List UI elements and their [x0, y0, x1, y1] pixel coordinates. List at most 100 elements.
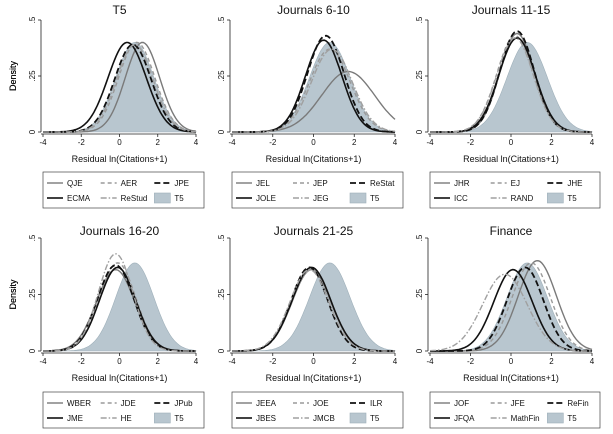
legend-entry: T5	[349, 192, 380, 204]
panel-title: Journals 21-25	[274, 224, 354, 238]
x-tick-label: -2	[269, 357, 277, 366]
series-line-JEP	[232, 48, 396, 133]
y-tick-label: .25	[28, 288, 37, 300]
panel-5: Journals 21-25 Density 0 .25 .5 -4 -2 0 2 4 Residu…	[8, 224, 404, 429]
legend-box	[42, 171, 205, 209]
legend-label: WBER	[67, 399, 91, 408]
legend-entry: ReFin	[547, 399, 589, 408]
series-line-RAND	[430, 37, 592, 133]
legend-box	[429, 391, 601, 429]
y-tick-label: .25	[217, 70, 226, 82]
shaded-area-T5	[43, 262, 197, 352]
legend-entry: WBER	[47, 399, 91, 408]
legend-label: ILR	[370, 399, 383, 408]
x-axis-label: Residual ln(Citations+1)	[463, 154, 559, 164]
legend-label: JOF	[454, 399, 469, 408]
legend-entry: JFQA	[434, 414, 475, 423]
legend-entry: QJE	[47, 179, 83, 188]
legend-label: JOE	[313, 399, 329, 408]
series-line-JPE	[43, 43, 197, 133]
legend-entry: JEP	[293, 179, 328, 188]
x-tick-label: 2	[352, 138, 357, 147]
legend-entry: JOE	[293, 399, 329, 408]
x-tick-label: 4	[590, 138, 595, 147]
series-line-JEG	[232, 48, 396, 133]
legend-entry: AER	[100, 179, 138, 188]
x-tick-label: -4	[426, 138, 434, 147]
legend-box	[231, 171, 404, 209]
legend-entry: JDE	[100, 399, 136, 408]
legend-entry: T5	[154, 192, 184, 204]
y-axis-label: Density	[8, 60, 18, 91]
legend-label: JHE	[567, 179, 582, 188]
x-tick-label: -4	[39, 357, 47, 366]
legend-label: ReFin	[567, 399, 588, 408]
y-tick-label: 0	[28, 129, 37, 134]
legend-entry: JEL	[236, 179, 270, 188]
legend-label: JEG	[313, 194, 329, 203]
legend-label: T5	[174, 194, 184, 203]
y-tick-label: .25	[217, 288, 226, 300]
panel-1: T5 Density 0 .25 .5 -4 -2 0 2 4 Residual ln(Citati…	[8, 3, 205, 209]
panel-title: Journals 11-15	[472, 3, 551, 17]
legend-label: EJ	[511, 179, 520, 188]
legend-label: JHR	[454, 179, 470, 188]
x-tick-label: 4	[194, 138, 199, 147]
x-tick-label: 2	[549, 138, 554, 147]
panel-title: T5	[112, 3, 126, 17]
legend-entry: JPE	[154, 179, 189, 188]
panel-title: Journals 6-10	[277, 3, 350, 17]
legend-key-T5	[154, 192, 171, 204]
y-tick-label: .25	[415, 70, 424, 82]
y-tick-label: .5	[415, 16, 424, 23]
x-tick-label: -2	[78, 357, 86, 366]
legend-key-T5	[349, 192, 367, 204]
legend-label: JOLE	[256, 194, 276, 203]
legend-label: QJE	[67, 179, 83, 188]
panel-6: Finance Density 0 .25 .5 -4 -2 0 2 4 Residual ln(C…	[8, 224, 601, 429]
legend-entry: JEG	[293, 194, 329, 203]
y-tick-label: 0	[217, 129, 226, 134]
x-tick-label: 4	[393, 138, 398, 147]
y-axis-label: Density	[8, 279, 18, 310]
legend-entry: JBES	[236, 414, 276, 423]
legend-box	[231, 391, 404, 429]
legend-label: JBES	[256, 414, 276, 423]
shaded-area-T5	[232, 262, 396, 352]
legend-entry: MathFin	[490, 414, 540, 423]
legend-entry: ReStat	[350, 179, 395, 188]
legend-entry: T5	[349, 412, 380, 424]
legend-entry: RAND	[490, 194, 534, 203]
y-tick-label: 0	[28, 348, 37, 353]
legend-label: AER	[121, 179, 138, 188]
legend-label: JEEA	[256, 399, 277, 408]
legend-label: ReStud	[121, 194, 148, 203]
legend-label: JDE	[121, 399, 136, 408]
legend-entry: T5	[547, 412, 577, 424]
x-axis-label: Residual ln(Citations+1)	[72, 373, 168, 383]
legend-entry: ECMA	[47, 194, 91, 203]
series-line-JFQA	[430, 268, 592, 352]
legend-label: T5	[567, 194, 577, 203]
legend-entry: JOF	[434, 399, 469, 408]
legend-entry: EJ	[490, 179, 520, 188]
x-tick-label: 2	[156, 138, 161, 147]
y-axis-label: Density	[8, 279, 18, 310]
legend-entry: JHR	[434, 179, 470, 188]
y-axis-label: Density	[8, 60, 18, 91]
x-tick-label: 0	[117, 138, 122, 147]
y-tick-label: 0	[415, 129, 424, 134]
legend-entry: T5	[547, 192, 577, 204]
x-tick-label: -4	[39, 138, 47, 147]
legend-entry: JOLE	[236, 194, 276, 203]
x-tick-label: 0	[509, 138, 514, 147]
legend-entry: JHE	[547, 179, 582, 188]
x-tick-label: 0	[117, 357, 122, 366]
series-line-ReFin	[430, 266, 592, 352]
series-line-ReStud	[43, 43, 197, 133]
x-axis-label: Residual ln(Citations+1)	[266, 154, 362, 164]
x-tick-label: -4	[228, 357, 236, 366]
legend-entry: JME	[47, 414, 83, 423]
panel-2: Journals 6-10 Density 0 .25 .5 -4 -2 0 2 4 Residua…	[8, 3, 404, 209]
panel-3: Journals 11-15 Density 0 .25 .5 -4 -2 0 2 4 Residu…	[8, 3, 601, 209]
